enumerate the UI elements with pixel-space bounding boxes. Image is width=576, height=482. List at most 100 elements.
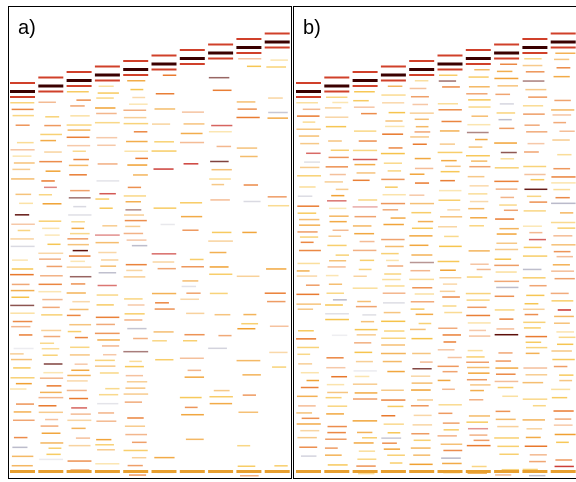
trace-sample bbox=[41, 330, 61, 332]
trace-sample bbox=[559, 130, 574, 132]
reflection bbox=[409, 68, 434, 71]
trace-sample bbox=[551, 203, 576, 205]
trace-sample bbox=[495, 218, 514, 220]
trace-sample bbox=[551, 222, 575, 224]
reflection bbox=[152, 63, 177, 66]
trace-sample bbox=[469, 225, 484, 227]
trace-sample bbox=[156, 93, 175, 95]
reflection bbox=[236, 470, 261, 473]
trace-sample bbox=[382, 442, 397, 444]
trace-sample bbox=[381, 415, 395, 417]
trace-sample bbox=[529, 461, 546, 463]
trace-sample bbox=[69, 324, 91, 326]
trace-sample bbox=[556, 197, 570, 199]
trace-sample bbox=[523, 105, 543, 107]
reflection bbox=[551, 33, 576, 35]
trace-sample bbox=[10, 388, 26, 390]
trace-sample bbox=[551, 109, 574, 111]
trace-sample bbox=[181, 133, 203, 135]
trace-sample bbox=[71, 221, 85, 223]
trace-sample bbox=[240, 156, 258, 158]
trace-sample bbox=[76, 437, 90, 439]
trace-sample bbox=[325, 447, 338, 449]
trace-sample bbox=[182, 111, 204, 113]
trace-sample bbox=[70, 105, 84, 107]
trace-sample bbox=[237, 328, 255, 330]
trace-sample bbox=[328, 464, 348, 466]
trace-sample bbox=[154, 207, 177, 209]
trace-sample bbox=[45, 116, 59, 118]
reflection bbox=[296, 96, 321, 98]
trace-sample bbox=[555, 53, 575, 55]
trace-sample bbox=[39, 284, 62, 286]
trace-sample bbox=[387, 371, 404, 373]
trace-sample bbox=[11, 359, 32, 361]
trace-sample bbox=[212, 184, 225, 186]
trace-sample bbox=[326, 126, 346, 128]
trace-sample bbox=[443, 334, 461, 336]
trace-sample bbox=[209, 178, 231, 180]
trace-sample bbox=[132, 245, 147, 247]
trace-sample bbox=[208, 240, 233, 242]
trace-sample bbox=[552, 397, 567, 399]
trace-sample bbox=[98, 285, 117, 287]
trace-sample bbox=[469, 146, 483, 148]
trace-sample bbox=[496, 271, 517, 273]
trace-sample bbox=[299, 135, 319, 137]
reflection bbox=[324, 470, 349, 473]
trace-sample bbox=[381, 344, 405, 346]
trace-sample bbox=[526, 347, 547, 349]
trace-sample bbox=[500, 64, 517, 66]
trace-sample bbox=[353, 287, 378, 289]
trace-sample bbox=[332, 335, 347, 337]
trace-sample bbox=[496, 373, 516, 375]
trace-sample bbox=[210, 266, 229, 268]
trace-sample bbox=[13, 321, 33, 323]
trace-sample bbox=[495, 167, 519, 169]
trace-sample bbox=[499, 204, 517, 206]
trace-sample bbox=[554, 322, 570, 324]
trace-sample bbox=[466, 356, 484, 358]
trace-sample bbox=[523, 322, 545, 324]
trace-sample bbox=[411, 433, 429, 435]
trace-sample bbox=[362, 437, 377, 439]
trace-sample bbox=[441, 457, 461, 459]
trace-sample bbox=[495, 474, 511, 476]
reflection bbox=[324, 91, 349, 93]
trace-sample bbox=[443, 450, 462, 452]
trace-sample bbox=[124, 151, 148, 153]
reflection bbox=[265, 470, 290, 473]
trace-sample bbox=[73, 150, 86, 152]
trace-sample bbox=[73, 206, 86, 208]
trace-sample bbox=[410, 270, 430, 272]
trace-sample bbox=[128, 187, 141, 189]
trace-sample bbox=[523, 382, 544, 384]
trace-sample bbox=[388, 432, 401, 434]
trace-sample bbox=[467, 307, 486, 309]
trace-sample bbox=[524, 124, 539, 126]
trace-sample bbox=[438, 366, 459, 368]
trace-sample bbox=[501, 152, 517, 154]
trace-sample bbox=[384, 423, 404, 425]
trace-sample bbox=[265, 292, 286, 294]
trace-sample bbox=[297, 354, 310, 356]
trace-sample bbox=[296, 303, 321, 305]
trace-sample bbox=[244, 201, 261, 203]
trace-sample bbox=[124, 117, 146, 119]
trace-sample bbox=[97, 145, 115, 147]
trace-sample bbox=[385, 285, 405, 287]
trace-sample bbox=[551, 244, 575, 246]
reflection bbox=[67, 71, 92, 73]
trace-sample bbox=[10, 149, 34, 151]
trace-sample bbox=[298, 405, 316, 407]
trace-sample bbox=[67, 145, 90, 147]
trace-sample bbox=[124, 298, 143, 300]
trace-sample bbox=[410, 136, 429, 138]
reflection bbox=[10, 96, 35, 98]
trace-sample bbox=[355, 376, 370, 378]
trace-sample bbox=[553, 189, 570, 191]
trace-sample bbox=[327, 384, 344, 386]
trace-sample bbox=[412, 368, 431, 370]
trace-sample bbox=[523, 80, 545, 82]
trace-sample bbox=[218, 335, 231, 337]
